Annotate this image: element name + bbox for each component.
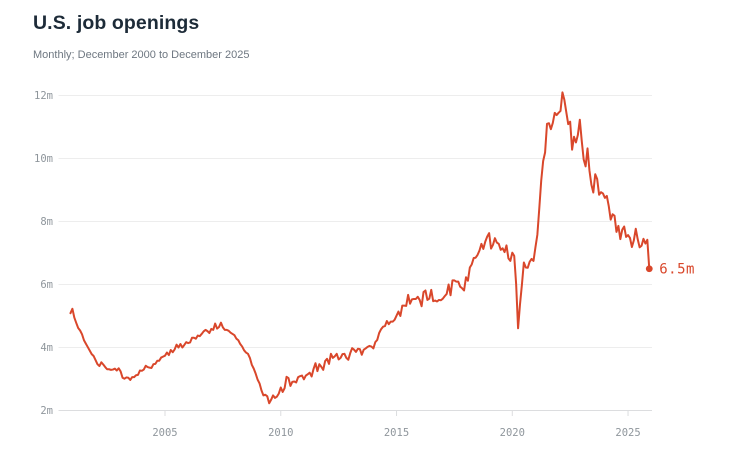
x-tick-label: 2005 — [152, 427, 177, 439]
x-tick-label: 2010 — [268, 427, 293, 439]
x-tick-label: 2025 — [615, 427, 640, 439]
y-tick-label: 6m — [40, 279, 53, 291]
chart-title: U.S. job openings — [33, 12, 200, 34]
y-tick-label: 8m — [40, 216, 53, 228]
end-value-label: 6.5m — [659, 261, 695, 277]
y-tick-label: 2m — [40, 405, 53, 417]
x-tick-label: 2015 — [384, 427, 409, 439]
y-tick-label: 4m — [40, 342, 53, 354]
chart-subtitle: Monthly; December 2000 to December 2025 — [33, 49, 250, 61]
end-point-dot — [645, 265, 653, 273]
y-tick-label: 12m — [34, 90, 53, 102]
series-line — [69, 91, 651, 405]
y-tick-label: 10m — [34, 153, 53, 165]
x-tick-label: 2020 — [500, 427, 525, 439]
